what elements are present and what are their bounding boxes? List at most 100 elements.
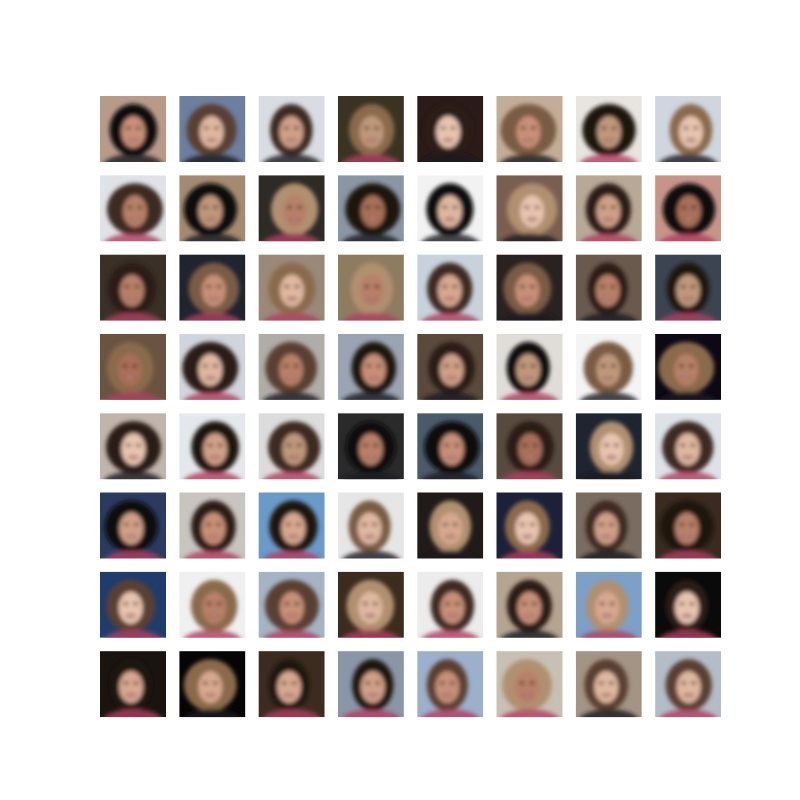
eye <box>519 523 525 526</box>
shoulders <box>659 154 717 162</box>
tile-blur <box>183 659 241 718</box>
sample-tile <box>417 254 484 321</box>
teeth <box>604 297 612 300</box>
shoulders <box>421 312 479 321</box>
sample-tile <box>417 492 484 559</box>
teeth <box>127 614 135 617</box>
face <box>198 353 223 386</box>
tile-blur <box>501 421 558 480</box>
eye <box>373 443 379 447</box>
sample-tile <box>417 571 484 638</box>
tile-blur <box>104 659 162 718</box>
eye <box>285 523 291 526</box>
teeth <box>446 535 454 538</box>
shoulders <box>342 709 400 718</box>
eye <box>600 285 606 289</box>
shoulders <box>104 154 162 162</box>
sample-tile <box>496 492 563 559</box>
teeth <box>523 535 531 538</box>
face <box>674 591 699 624</box>
sample-tile <box>496 651 563 718</box>
tile-blur <box>500 104 558 162</box>
shoulders <box>501 312 558 321</box>
sample-tile <box>258 175 325 242</box>
tile-blur <box>421 262 479 321</box>
tile-blur <box>580 262 638 321</box>
sample-tile <box>575 333 642 400</box>
sample-tile <box>655 651 722 718</box>
teeth <box>366 614 374 617</box>
sample-tile <box>179 413 246 480</box>
eye <box>610 364 616 368</box>
teeth <box>370 376 378 379</box>
tile-blur <box>421 183 479 242</box>
sample-tile <box>575 96 642 162</box>
teeth <box>129 138 137 141</box>
eye <box>284 602 290 606</box>
face <box>201 274 226 307</box>
eye <box>520 364 526 368</box>
eye <box>529 523 535 526</box>
face <box>360 671 385 704</box>
sample-tile <box>417 651 484 718</box>
tile-blur <box>580 104 638 162</box>
tile-blur <box>263 183 320 242</box>
eye <box>598 681 604 685</box>
sample-tile <box>417 413 484 480</box>
shoulders <box>342 550 400 559</box>
shoulders <box>421 391 479 400</box>
tile-blur <box>104 421 162 480</box>
tile-blur <box>421 579 479 638</box>
tile-blur <box>659 262 717 321</box>
face <box>279 353 304 386</box>
face <box>674 512 699 545</box>
sample-tile <box>258 492 325 559</box>
eye <box>122 364 128 368</box>
shoulders <box>501 629 558 638</box>
shoulders <box>421 154 479 162</box>
sample-tile <box>258 571 325 638</box>
face <box>119 512 144 545</box>
tile-blur <box>184 421 241 480</box>
face <box>436 116 461 148</box>
teeth <box>127 535 135 538</box>
face <box>359 116 384 148</box>
tile-blur <box>342 104 400 162</box>
sample-tile <box>337 175 404 242</box>
tile-blur <box>580 579 638 638</box>
face <box>119 671 144 704</box>
teeth <box>682 376 690 379</box>
teeth <box>524 138 532 141</box>
shoulders <box>501 709 558 718</box>
eye <box>202 205 208 209</box>
sample-tile <box>655 413 722 480</box>
eye <box>123 602 129 606</box>
shoulders <box>263 550 320 559</box>
sample-tile <box>258 413 325 480</box>
shoulders <box>184 709 241 718</box>
face <box>517 591 542 624</box>
teeth <box>126 376 134 379</box>
eye <box>124 285 130 289</box>
teeth <box>289 535 297 538</box>
teeth <box>685 218 693 220</box>
teeth <box>206 218 214 220</box>
shoulders <box>104 233 162 242</box>
tile-blur <box>263 104 320 162</box>
eye <box>202 364 208 368</box>
eye <box>212 205 218 209</box>
teeth <box>607 456 615 458</box>
eye <box>296 443 302 447</box>
eye <box>683 126 689 130</box>
eye <box>376 364 382 368</box>
eye <box>133 602 139 606</box>
face <box>122 195 147 228</box>
eye <box>281 681 287 685</box>
eye <box>519 681 525 685</box>
teeth <box>684 297 692 300</box>
sample-tile <box>258 333 325 400</box>
eye <box>691 205 697 209</box>
teeth <box>604 218 612 220</box>
teeth <box>683 614 691 617</box>
